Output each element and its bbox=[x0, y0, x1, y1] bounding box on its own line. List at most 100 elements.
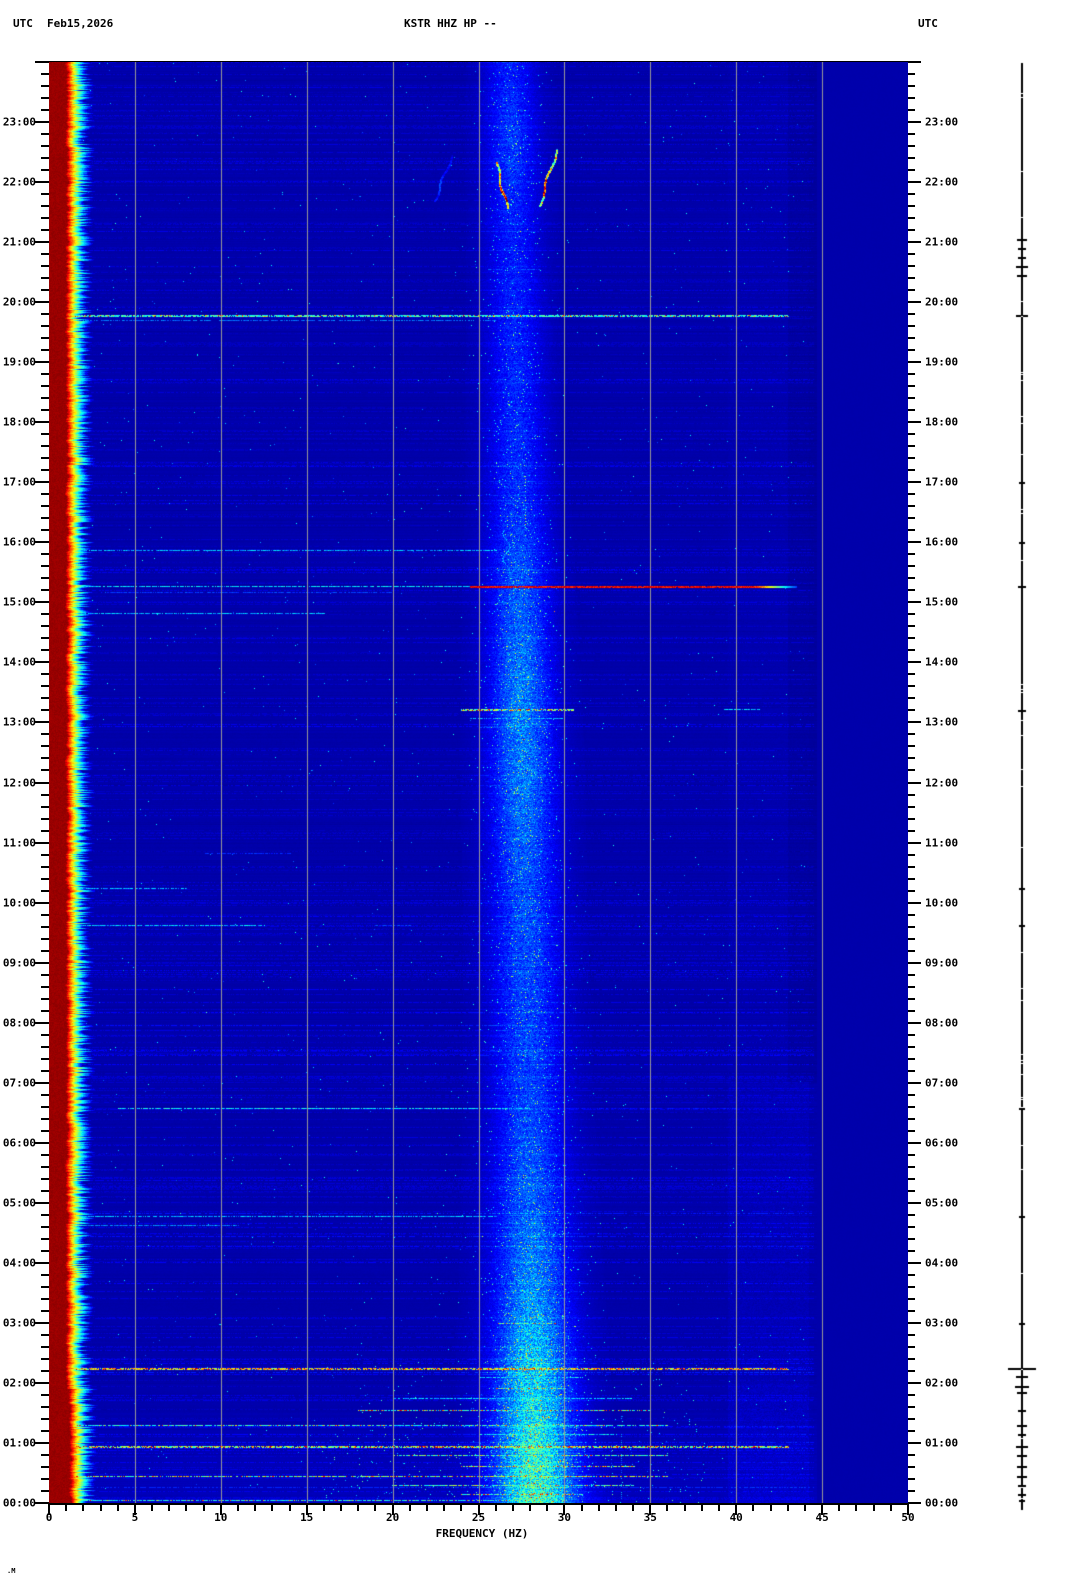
time-tick bbox=[908, 1201, 921, 1204]
time-tick bbox=[908, 913, 915, 916]
time-tick bbox=[908, 1141, 921, 1144]
time-tick-label: 18:00 bbox=[2, 415, 36, 429]
time-tick bbox=[908, 349, 915, 352]
time-tick bbox=[908, 457, 915, 460]
time-tick bbox=[35, 1502, 49, 1504]
time-tick bbox=[908, 1381, 921, 1384]
freq-tick-label: 25 bbox=[471, 1511, 486, 1524]
time-tick-label: 11:00 bbox=[925, 836, 959, 850]
freq-tick bbox=[511, 1505, 514, 1511]
time-tick bbox=[41, 829, 49, 832]
time-tick-label: 06:00 bbox=[925, 1136, 959, 1150]
freq-tick bbox=[374, 1505, 377, 1511]
time-tick bbox=[35, 961, 49, 964]
time-tick-label: 19:00 bbox=[2, 355, 36, 369]
time-tick bbox=[908, 841, 921, 844]
time-tick bbox=[908, 1273, 915, 1276]
freq-tick-label: 10 bbox=[214, 1511, 228, 1524]
time-tick bbox=[41, 1129, 49, 1132]
time-tick bbox=[41, 193, 49, 196]
time-tick-label: 09:00 bbox=[2, 956, 36, 970]
time-tick-label: 17:00 bbox=[925, 475, 959, 489]
freq-tick bbox=[236, 1505, 239, 1511]
time-tick bbox=[41, 349, 49, 352]
time-tick bbox=[908, 613, 915, 616]
freq-tick bbox=[99, 1505, 102, 1511]
time-tick bbox=[35, 901, 49, 904]
freq-tick bbox=[254, 1505, 257, 1511]
time-tick bbox=[41, 1165, 49, 1168]
time-tick bbox=[908, 589, 915, 592]
time-tick bbox=[908, 193, 915, 196]
time-tick bbox=[41, 469, 49, 472]
time-tick bbox=[41, 589, 49, 592]
freq-tick-label: 20 bbox=[385, 1511, 400, 1524]
freq-tick-label: 30 bbox=[557, 1511, 572, 1524]
time-tick bbox=[908, 493, 915, 496]
time-tick bbox=[908, 649, 915, 652]
time-tick bbox=[908, 865, 915, 868]
station-title: KSTR HHZ HP -- bbox=[404, 17, 497, 30]
time-tick bbox=[908, 973, 915, 976]
time-tick bbox=[908, 1009, 915, 1012]
time-tick bbox=[41, 1177, 49, 1180]
freq-tick bbox=[803, 1505, 806, 1511]
time-tick bbox=[908, 805, 915, 808]
time-tick bbox=[908, 121, 921, 124]
time-tick-label: 05:00 bbox=[925, 1196, 959, 1210]
spectrogram-canvas bbox=[49, 62, 908, 1503]
time-tick-label: 02:00 bbox=[925, 1376, 959, 1390]
time-tick bbox=[41, 937, 49, 940]
freq-tick bbox=[580, 1505, 583, 1511]
time-tick bbox=[41, 85, 49, 88]
time-tick bbox=[35, 781, 49, 784]
time-tick-label: 22:00 bbox=[2, 175, 36, 189]
time-tick bbox=[908, 337, 915, 340]
time-tick bbox=[41, 973, 49, 976]
header-utc-right-label: UTC bbox=[918, 17, 938, 30]
time-tick bbox=[41, 457, 49, 460]
time-tick bbox=[908, 1465, 915, 1468]
time-tick bbox=[41, 337, 49, 340]
time-tick bbox=[35, 361, 49, 364]
corner-artifact-text: .M bbox=[7, 1567, 16, 1575]
time-tick bbox=[41, 1285, 49, 1288]
time-tick bbox=[908, 325, 915, 328]
time-tick bbox=[908, 157, 915, 160]
time-tick bbox=[908, 1117, 915, 1120]
time-tick bbox=[41, 1333, 49, 1336]
freq-tick bbox=[546, 1505, 549, 1511]
time-tick bbox=[908, 145, 915, 148]
time-tick bbox=[35, 1321, 49, 1324]
header-utc-left-label: UTC bbox=[13, 17, 33, 30]
time-tick bbox=[908, 961, 921, 964]
time-tick bbox=[908, 217, 915, 220]
time-tick bbox=[908, 373, 915, 376]
time-tick-label: 04:00 bbox=[2, 1256, 36, 1270]
time-tick bbox=[41, 1393, 49, 1396]
time-tick bbox=[908, 721, 921, 724]
time-tick bbox=[908, 85, 915, 88]
time-tick bbox=[908, 301, 921, 304]
time-tick bbox=[41, 1213, 49, 1216]
time-tick bbox=[41, 889, 49, 892]
time-tick bbox=[41, 205, 49, 208]
time-tick bbox=[41, 805, 49, 808]
time-tick bbox=[908, 997, 915, 1000]
time-tick bbox=[908, 1261, 921, 1264]
time-tick bbox=[908, 505, 915, 508]
time-tick bbox=[35, 721, 49, 724]
time-tick bbox=[41, 853, 49, 856]
time-tick bbox=[41, 1153, 49, 1156]
time-tick bbox=[41, 1309, 49, 1312]
time-tick bbox=[41, 289, 49, 292]
freq-tick bbox=[632, 1505, 635, 1511]
time-tick bbox=[35, 1381, 49, 1384]
freq-tick bbox=[769, 1505, 772, 1511]
time-tick bbox=[41, 769, 49, 772]
freq-tick-label: 45 bbox=[815, 1511, 829, 1524]
time-tick bbox=[908, 421, 921, 424]
time-tick-label: 06:00 bbox=[2, 1136, 36, 1150]
time-tick bbox=[908, 385, 915, 388]
time-tick bbox=[41, 949, 49, 952]
